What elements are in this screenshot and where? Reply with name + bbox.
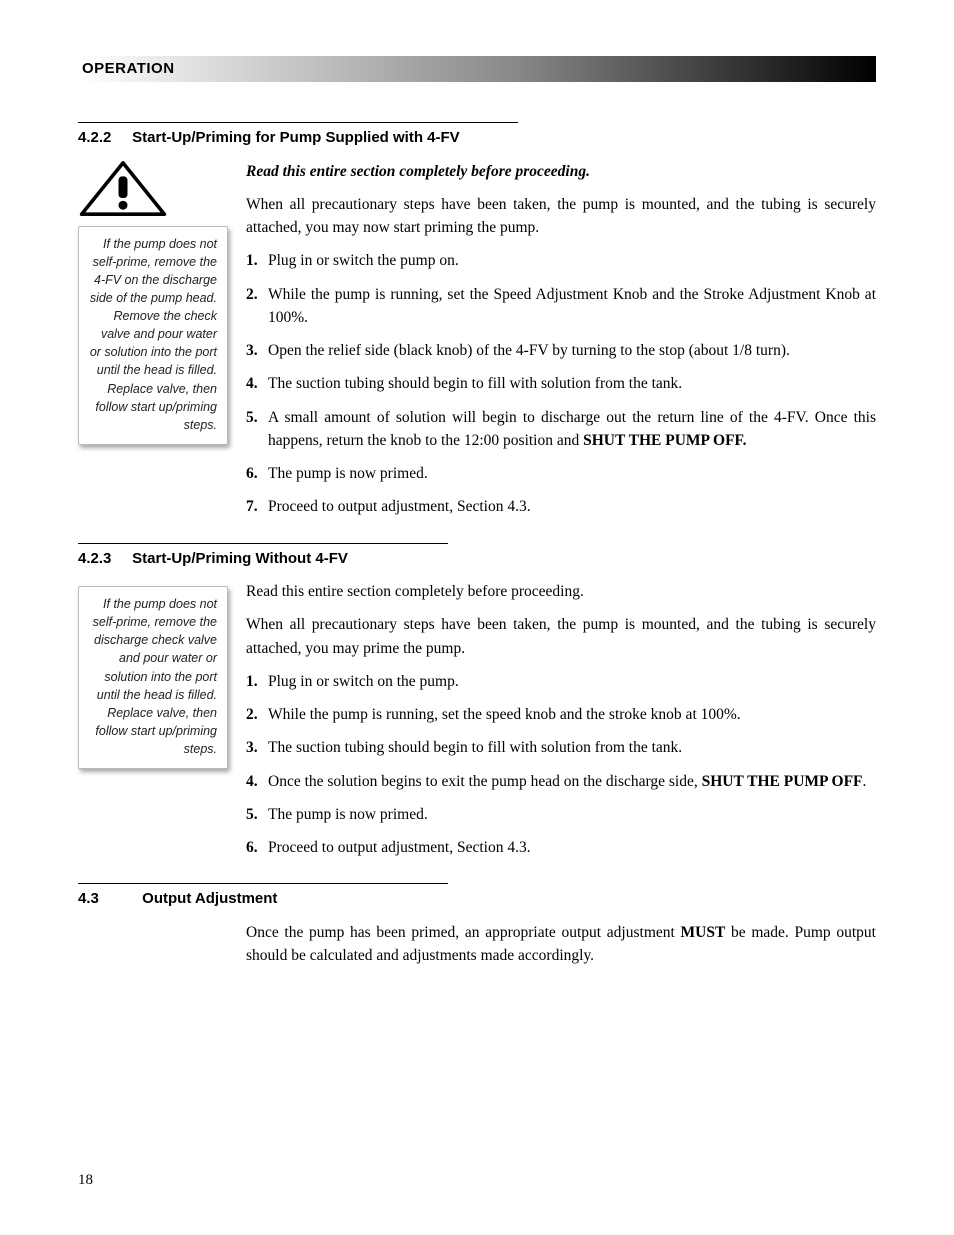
note-box-4-2-3: If the pump does not self-prime, remove … [78, 586, 228, 769]
sidebar-4-2-3: If the pump does not self-prime, remove … [78, 580, 228, 769]
step: 1.Plug in or switch the pump on. [246, 249, 876, 272]
steps-4-2-3: 1.Plug in or switch on the pump. 2.While… [246, 670, 876, 860]
sidebar-4-2-2: If the pump does not self-prime, remove … [78, 160, 228, 445]
heading-4-3: 4.3 Output Adjustment [78, 883, 448, 911]
section-4-2-3-body: If the pump does not self-prime, remove … [78, 580, 876, 869]
caution-icon [78, 160, 168, 218]
heading-number: 4.3 [78, 888, 138, 911]
main-4-2-2: Read this entire section completely befo… [246, 160, 876, 529]
heading-number: 4.2.3 [78, 548, 128, 571]
intro-bold-4-2-2: Read this entire section completely befo… [246, 160, 876, 183]
step: 5.The pump is now primed. [246, 803, 876, 826]
step: 7.Proceed to output adjustment, Section … [246, 495, 876, 518]
step: 2.While the pump is running, set the spe… [246, 703, 876, 726]
step: 1.Plug in or switch on the pump. [246, 670, 876, 693]
section-header-bar: OPERATION [78, 56, 876, 82]
step: 6.The pump is now primed. [246, 462, 876, 485]
step: 3.The suction tubing should begin to fil… [246, 736, 876, 759]
intro2-4-2-3: When all precautionary steps have been t… [246, 613, 876, 660]
step: 6.Proceed to output adjustment, Section … [246, 836, 876, 859]
heading-title: Output Adjustment [142, 890, 277, 907]
main-4-3: Once the pump has been primed, an approp… [246, 921, 876, 978]
heading-title: Start-Up/Priming Without 4-FV [132, 550, 348, 567]
main-4-2-3: Read this entire section completely befo… [246, 580, 876, 869]
section-4-3-body: Once the pump has been primed, an approp… [78, 921, 876, 978]
section-4-2-2-body: If the pump does not self-prime, remove … [78, 160, 876, 529]
steps-4-2-2: 1.Plug in or switch the pump on. 2.While… [246, 249, 876, 518]
heading-4-2-2: 4.2.2 Start-Up/Priming for Pump Supplied… [78, 122, 518, 150]
step: 5.A small amount of solution will begin … [246, 406, 876, 453]
section-header-title: OPERATION [82, 58, 175, 81]
heading-4-2-3: 4.2.3 Start-Up/Priming Without 4-FV [78, 543, 448, 571]
intro1-4-2-3: Read this entire section completely befo… [246, 580, 876, 603]
step: 2.While the pump is running, set the Spe… [246, 283, 876, 330]
heading-title: Start-Up/Priming for Pump Supplied with … [132, 129, 460, 146]
step: 4.Once the solution begins to exit the p… [246, 770, 876, 793]
heading-number: 4.2.2 [78, 127, 128, 150]
note-box-4-2-2: If the pump does not self-prime, remove … [78, 226, 228, 445]
intro-4-2-2: When all precautionary steps have been t… [246, 193, 876, 240]
page-number: 18 [78, 1169, 93, 1192]
step: 3.Open the relief side (black knob) of t… [246, 339, 876, 362]
body-4-3: Once the pump has been primed, an approp… [246, 921, 876, 968]
step: 4.The suction tubing should begin to fil… [246, 372, 876, 395]
